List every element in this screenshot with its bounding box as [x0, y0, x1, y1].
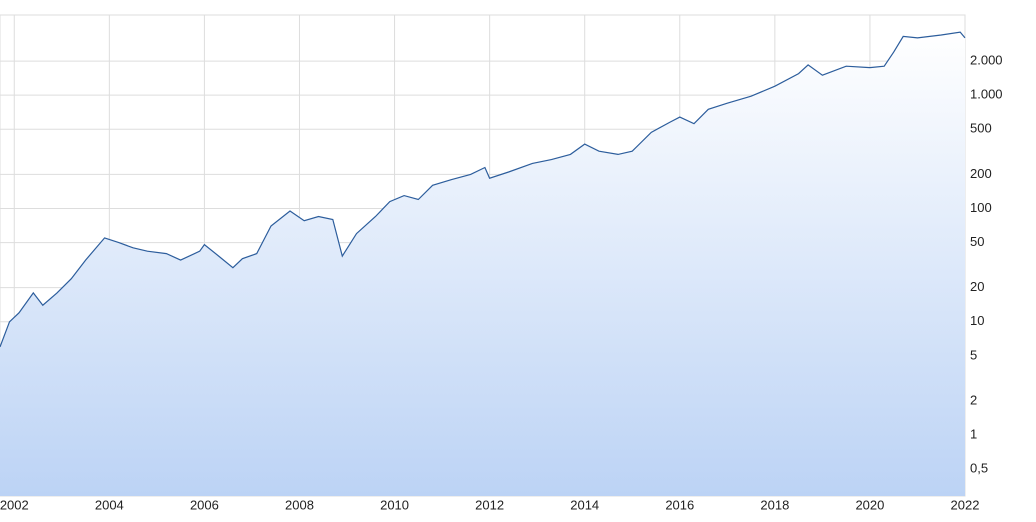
y-tick-label: 20	[970, 279, 984, 294]
x-tick-label: 2020	[855, 497, 884, 512]
x-tick-label: 2016	[665, 497, 694, 512]
area	[0, 32, 965, 496]
price-line	[0, 31, 966, 348]
y-tick-label: 2	[970, 392, 977, 407]
x-tick-label: 2006	[190, 497, 219, 512]
x-tick-label: 2014	[570, 497, 599, 512]
x-tick-label: 2022	[951, 497, 980, 512]
y-tick-label: 200	[970, 166, 992, 181]
x-tick-label: 2012	[475, 497, 504, 512]
y-tick-label: 1.000	[970, 87, 1003, 102]
y-tick-label: 1	[970, 427, 977, 442]
y-tick-label: 5	[970, 347, 977, 362]
x-tick-label: 2002	[0, 497, 29, 512]
y-tick-label: 100	[970, 200, 992, 215]
x-tick-label: 2008	[285, 497, 314, 512]
y-tick-label: 2.000	[970, 53, 1003, 68]
x-tick-label: 2010	[380, 497, 409, 512]
x-tick-label: 2018	[760, 497, 789, 512]
x-tick-label: 2004	[95, 497, 124, 512]
y-tick-label: 10	[970, 313, 984, 328]
y-tick-label: 500	[970, 121, 992, 136]
y-tick-label: 0,5	[970, 461, 988, 476]
y-tick-label: 50	[970, 234, 984, 249]
